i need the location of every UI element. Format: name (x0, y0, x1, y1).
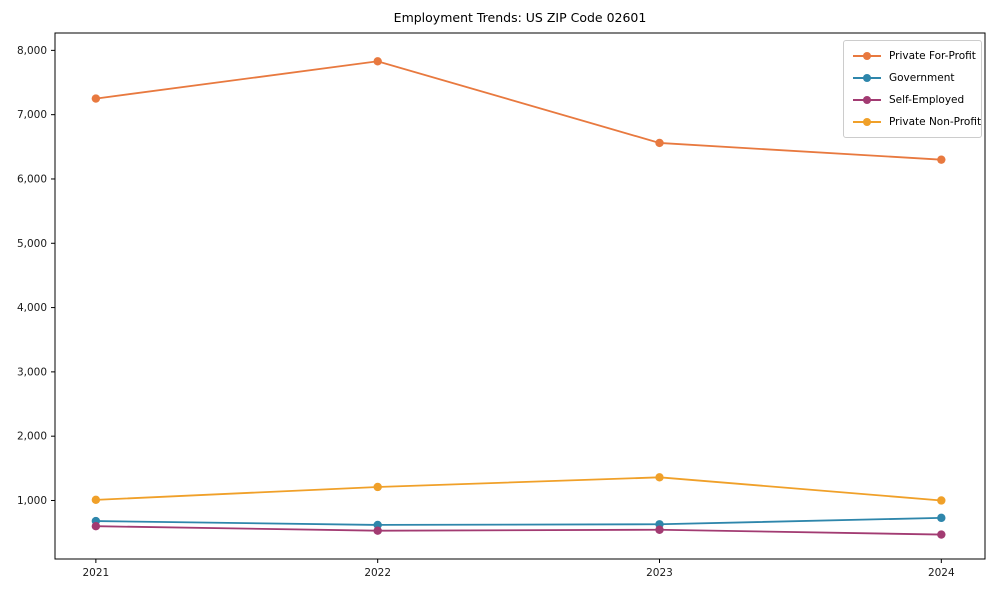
y-tick-label: 8,000 (17, 45, 47, 57)
data-point-private-for-profit (91, 94, 101, 103)
chart-title: Employment Trends: US ZIP Code 02601 (393, 10, 647, 25)
legend-item-private-for-profit: Private For-Profit (853, 48, 976, 64)
legend-label: Self-Employed (889, 94, 965, 106)
y-tick-label: 4,000 (17, 302, 47, 314)
y-tick-label: 1,000 (17, 495, 47, 507)
legend-line-marker-icon (853, 92, 881, 108)
data-point-private-non-profit (373, 482, 382, 492)
data-point-private-non-profit (655, 473, 664, 482)
legend-line-marker-icon (853, 48, 881, 64)
plot-border (54, 32, 986, 560)
legend-label: Private For-Profit (889, 50, 976, 62)
series-line-government (95, 516, 942, 526)
x-tick-label: 2022 (364, 567, 391, 579)
legend-label: Private Non-Profit (889, 116, 982, 128)
y-tick-label: 3,000 (17, 366, 47, 378)
legend-item-private-non-profit: Private Non-Profit (853, 114, 981, 130)
data-point-private-non-profit (91, 495, 101, 505)
legend-line-marker-icon (853, 114, 881, 130)
data-point-private-non-profit (937, 496, 946, 505)
x-tick-label: 2024 (928, 567, 955, 579)
legend-item-government: Government (853, 70, 973, 86)
data-point-self-employed (91, 522, 101, 531)
data-point-government (373, 520, 382, 530)
legend-item-self-employed: Self-Employed (853, 92, 973, 108)
data-point-self-employed (937, 530, 946, 539)
data-point-self-employed (373, 526, 382, 535)
legend-line-marker-icon (853, 70, 881, 86)
series-line-private-for-profit (95, 60, 942, 161)
series-line-private-non-profit (95, 476, 942, 502)
y-tick-label: 5,000 (17, 238, 47, 250)
data-point-private-for-profit (655, 138, 664, 148)
data-point-government (937, 513, 946, 523)
data-point-private-for-profit (373, 57, 382, 66)
x-tick-label: 2023 (646, 567, 673, 579)
y-tick-label: 6,000 (17, 173, 47, 185)
x-tick-label: 2021 (82, 567, 109, 579)
series-line-self-employed (95, 525, 942, 536)
legend-label: Government (889, 72, 955, 84)
data-point-private-for-profit (937, 155, 946, 164)
y-tick-label: 7,000 (17, 109, 47, 121)
legend: Private For-Profit Government Self-Employe… (843, 40, 982, 138)
y-tick-label: 2,000 (17, 431, 47, 443)
data-point-self-employed (655, 525, 664, 534)
